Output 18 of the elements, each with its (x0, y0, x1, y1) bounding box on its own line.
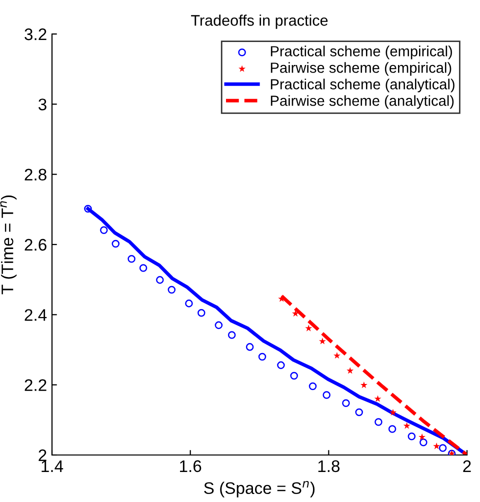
y-axis-title: T (Time = T$^{n}$) (0, 195, 17, 294)
y-tick-label: 3.2 (24, 28, 46, 40)
y-tick-label: 2 (38, 449, 46, 462)
x-axis-title: S (Space = S$^{n}$) (204, 480, 315, 498)
legend-label: Pairwise scheme (analytical) (270, 95, 454, 109)
legend-label: Practical scheme (empirical) (270, 46, 452, 60)
legend-label: Practical scheme (analytical) (270, 78, 454, 92)
x-tick-label: 2 (463, 460, 471, 472)
x-tick-label: 1.4 (42, 460, 64, 472)
y-tick-label: 2.4 (24, 309, 47, 321)
x-tick-label: 1.8 (318, 460, 340, 472)
y-tick-label: 2.8 (24, 168, 46, 181)
y-tick-label: 3 (38, 98, 46, 110)
legend-label: Pairwise scheme (empirical) (270, 62, 452, 76)
y-tick-label: 2.2 (24, 379, 46, 391)
y-tick-label: 2.6 (24, 238, 46, 251)
x-tick-label: 1.6 (180, 460, 202, 472)
chart-title: Tradeoffs in practice (191, 14, 328, 29)
